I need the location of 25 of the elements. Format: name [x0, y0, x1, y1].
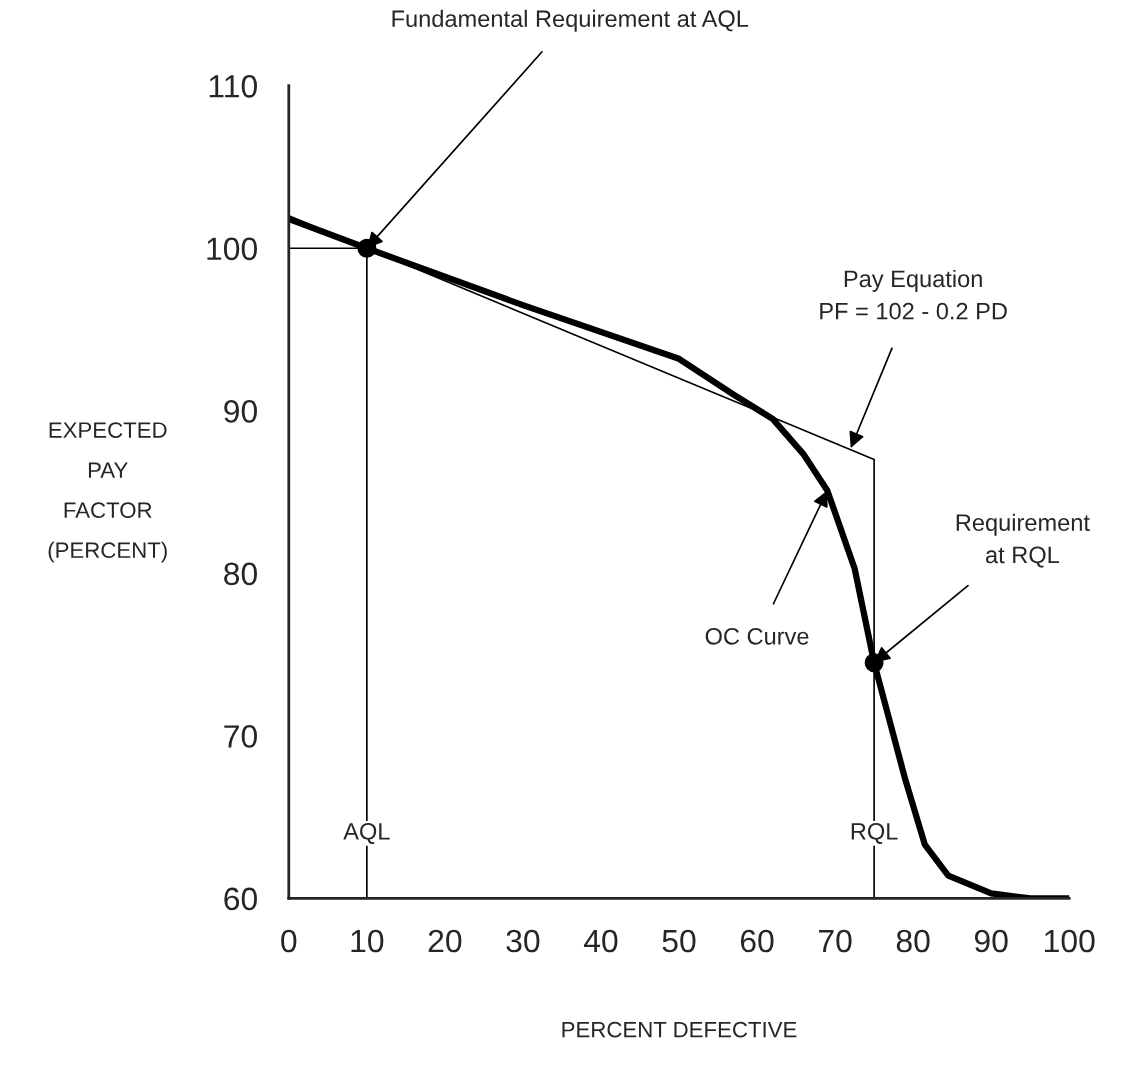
y-axis-title: EXPECTED PAY FACTOR (PERCENT) — [48, 422, 167, 563]
x-axis-title: PERCENT DEFECTIVE — [562, 1021, 797, 1038]
annotation: Fundamental Requirement at AQL — [392, 9, 749, 32]
annotation: Pay Equation PF = 102 - 0.2 PD — [820, 269, 1007, 320]
y-tick-label: 60 — [224, 887, 257, 911]
x-tick-label: 30 — [506, 929, 540, 953]
x-tick-label: 70 — [818, 929, 852, 953]
x-tick-label: 10 — [351, 929, 384, 953]
x-tick-label: 100 — [1045, 929, 1095, 953]
x-tick-label: 50 — [662, 929, 696, 953]
annotation: OC Curve — [705, 627, 809, 645]
y-tick-label: 110 — [209, 75, 257, 98]
x-tick-label: 80 — [896, 929, 930, 953]
y-tick-label: 80 — [224, 562, 257, 586]
x-tick-label: 90 — [974, 929, 1008, 953]
annotation: RQL — [851, 822, 898, 844]
annotation: Requirement at RQL — [956, 513, 1090, 568]
y-tick-label: 90 — [224, 400, 257, 423]
x-tick-label: 20 — [428, 929, 462, 953]
x-tick-label: 60 — [740, 929, 774, 953]
x-tick-label: 40 — [583, 929, 618, 953]
annotation: AQL — [343, 822, 390, 844]
y-tick-label: 100 — [207, 237, 257, 261]
x-tick-label: 0 — [281, 929, 297, 953]
y-tick-label: 70 — [224, 725, 257, 748]
